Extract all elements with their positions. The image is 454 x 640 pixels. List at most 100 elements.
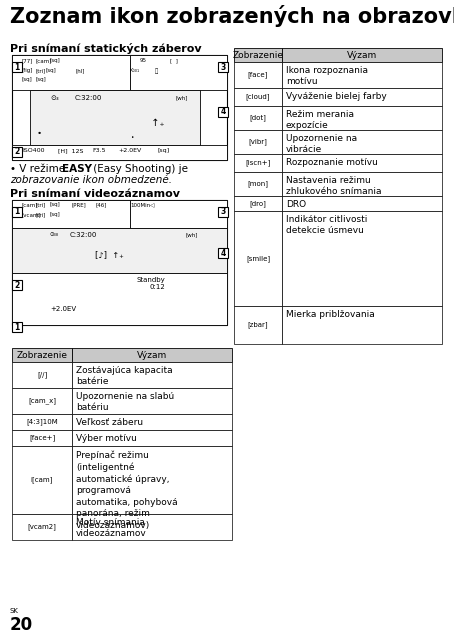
Bar: [282, 62, 442, 88]
Bar: [12, 207, 22, 217]
Text: F3.5: F3.5: [92, 148, 105, 153]
Text: Výzam: Výzam: [347, 51, 377, 60]
Text: 1: 1: [15, 323, 20, 332]
Bar: [282, 306, 442, 344]
Text: [46]: [46]: [95, 202, 106, 207]
Text: Upozornenie na
vibrácie: Upozornenie na vibrácie: [286, 134, 357, 154]
Text: Ikona rozpoznania
motívu: Ikona rozpoznania motívu: [286, 66, 368, 86]
Text: [cam]: [cam]: [35, 58, 51, 63]
Bar: [12, 55, 130, 90]
Bar: [234, 106, 282, 130]
Text: ∙: ∙: [37, 128, 42, 137]
Text: [tri]: [tri]: [36, 212, 46, 217]
Bar: [12, 446, 72, 514]
Bar: [218, 62, 228, 72]
Text: 20: 20: [10, 616, 33, 634]
Text: [dro]: [dro]: [250, 200, 266, 207]
Text: [iscn+]: [iscn+]: [245, 159, 271, 166]
Text: [PRE]: [PRE]: [72, 202, 87, 207]
Text: [4:3]10M: [4:3]10M: [26, 419, 58, 426]
Bar: [218, 207, 228, 217]
Text: • V režime: • V režime: [10, 164, 69, 174]
Text: Ⓐ: Ⓐ: [155, 68, 158, 74]
Text: [sq]: [sq]: [50, 58, 61, 63]
Text: [H]  12S: [H] 12S: [58, 148, 84, 153]
Bar: [12, 388, 72, 414]
Text: Veľkosť záberu: Veľkosť záberu: [76, 418, 143, 427]
Text: 2: 2: [15, 147, 20, 157]
Text: 4: 4: [220, 248, 226, 257]
Bar: [234, 62, 282, 88]
Text: [vibr]: [vibr]: [248, 139, 267, 145]
Text: [zbar]: [zbar]: [248, 322, 268, 328]
Text: Výzam: Výzam: [137, 351, 167, 360]
Text: 1: 1: [15, 207, 20, 216]
Text: [cam_x]: [cam_x]: [28, 397, 56, 404]
Bar: [12, 280, 22, 290]
Bar: [282, 211, 442, 306]
Bar: [12, 147, 22, 157]
Bar: [234, 172, 282, 196]
Text: C:32:00: C:32:00: [75, 95, 102, 101]
Bar: [12, 200, 130, 228]
Bar: [12, 62, 22, 72]
Text: zobrazovanie ikon obmedzené.: zobrazovanie ikon obmedzené.: [10, 175, 172, 185]
Text: Indikátor citlivosti
detekcie úsmevu: Indikátor citlivosti detekcie úsmevu: [286, 215, 367, 236]
Text: 100Min◁: 100Min◁: [130, 202, 154, 207]
Bar: [12, 273, 227, 325]
Bar: [72, 514, 232, 540]
Bar: [72, 388, 232, 414]
Text: EASY: EASY: [62, 164, 92, 174]
Bar: [234, 196, 282, 211]
Bar: [12, 200, 227, 325]
Bar: [12, 145, 227, 160]
Text: [sq]: [sq]: [50, 202, 61, 207]
Text: [sq]: [sq]: [46, 68, 57, 73]
Text: [hl]: [hl]: [75, 68, 84, 73]
Bar: [234, 88, 282, 106]
Bar: [130, 200, 227, 228]
Text: [  ]: [ ]: [170, 58, 178, 63]
Text: Pri snímaní videozáznamov: Pri snímaní videozáznamov: [10, 189, 180, 199]
Text: i[cam]: i[cam]: [31, 477, 53, 483]
Text: +2.0EV: +2.0EV: [50, 306, 76, 312]
Bar: [72, 414, 232, 430]
Text: [mon]: [mon]: [247, 180, 268, 188]
Text: [dot]: [dot]: [250, 115, 266, 122]
Text: K₀₀₁: K₀₀₁: [130, 68, 140, 73]
Text: Zobrazenie: Zobrazenie: [232, 51, 283, 60]
Text: [cloud]: [cloud]: [246, 93, 270, 100]
Bar: [282, 196, 442, 211]
Bar: [12, 55, 227, 160]
Text: Výber motívu: Výber motívu: [76, 434, 137, 443]
Text: [sq]: [sq]: [157, 148, 169, 153]
Text: [77]: [77]: [22, 58, 34, 63]
Text: [//]: [//]: [37, 372, 47, 378]
Text: 2: 2: [15, 280, 20, 289]
Text: 1: 1: [15, 63, 20, 72]
Bar: [130, 55, 227, 90]
Text: [face+]: [face+]: [29, 435, 55, 442]
Text: Vyváženie bielej farby: Vyváženie bielej farby: [286, 92, 387, 101]
Bar: [282, 130, 442, 154]
Text: 3: 3: [220, 63, 226, 72]
Text: +2.0EV: +2.0EV: [118, 148, 141, 153]
Text: SK: SK: [10, 608, 19, 614]
Text: [smile]: [smile]: [246, 255, 270, 262]
Bar: [12, 348, 72, 362]
Bar: [12, 414, 72, 430]
Text: [wh]: [wh]: [175, 95, 188, 100]
Text: Režim merania
expozície: Režim merania expozície: [286, 110, 354, 131]
Text: ⊙₃₈: ⊙₃₈: [50, 232, 59, 237]
Text: Mierka priblžovania: Mierka priblžovania: [286, 310, 375, 319]
Text: Zobrazenie: Zobrazenie: [16, 351, 68, 360]
Bar: [218, 107, 228, 117]
Text: Upozornenie na slabú
batériu: Upozornenie na slabú batériu: [76, 392, 174, 412]
Bar: [12, 362, 72, 388]
Text: ↑₊: ↑₊: [145, 118, 165, 128]
Bar: [72, 446, 232, 514]
Bar: [12, 228, 227, 273]
Text: [sq]: [sq]: [35, 77, 46, 82]
Text: Zoznam ikon zobrazených na obrazovke: Zoznam ikon zobrazených na obrazovke: [10, 5, 454, 27]
Text: C:32:00: C:32:00: [70, 232, 97, 238]
